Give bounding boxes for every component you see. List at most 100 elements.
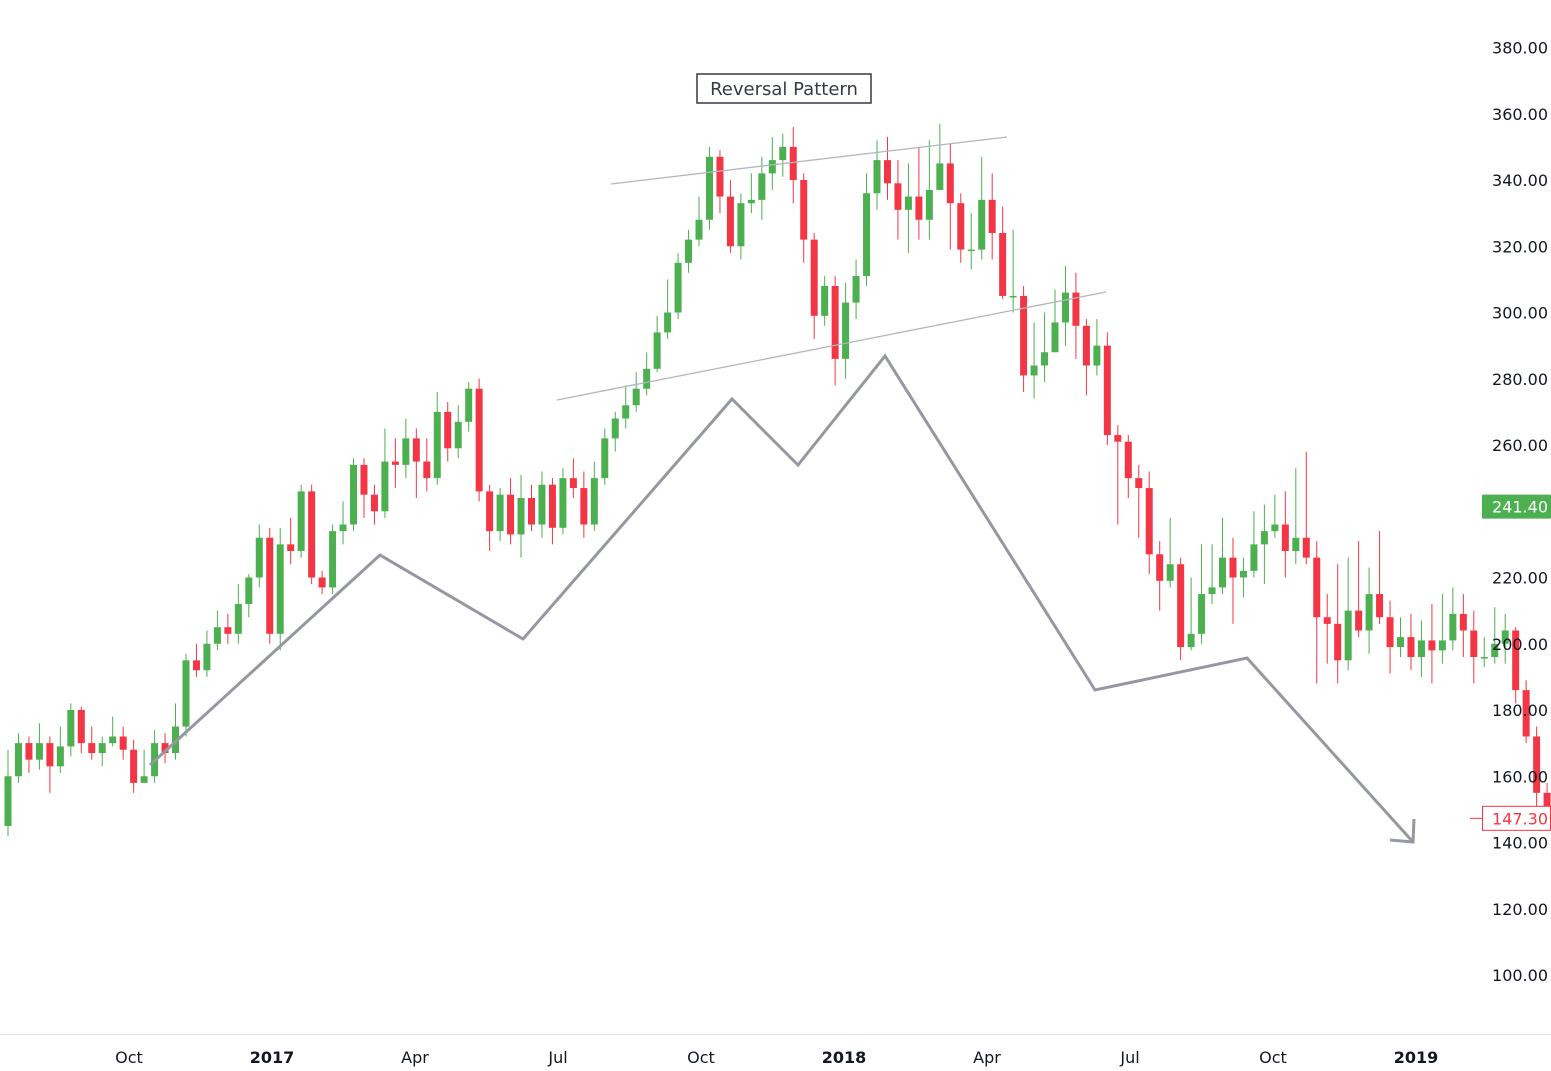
candle[interactable] <box>789 127 797 204</box>
candle[interactable] <box>779 133 787 177</box>
candle[interactable] <box>601 428 609 485</box>
candle[interactable] <box>339 501 347 545</box>
candle[interactable] <box>967 213 975 270</box>
candle[interactable] <box>391 438 399 489</box>
candle[interactable] <box>528 484 535 532</box>
candle[interactable] <box>46 736 54 793</box>
candle[interactable] <box>1292 468 1300 565</box>
candle[interactable] <box>1344 557 1352 671</box>
candle[interactable] <box>1061 266 1069 346</box>
candle[interactable] <box>1124 435 1132 498</box>
candle[interactable] <box>496 488 504 542</box>
candle[interactable] <box>213 610 221 651</box>
candle[interactable] <box>444 401 452 462</box>
candle[interactable] <box>1020 286 1028 392</box>
candle[interactable] <box>685 229 693 273</box>
candle[interactable] <box>88 726 96 760</box>
candle[interactable] <box>810 233 818 339</box>
candle[interactable] <box>255 524 263 588</box>
candle[interactable] <box>1522 680 1530 744</box>
candle[interactable] <box>1093 319 1101 376</box>
candle[interactable] <box>580 471 588 538</box>
candle[interactable] <box>569 458 577 498</box>
candle[interactable] <box>1470 610 1478 684</box>
reversal-pattern-path[interactable] <box>148 353 1415 844</box>
candle[interactable] <box>1281 491 1289 578</box>
candle[interactable] <box>465 382 473 432</box>
candle[interactable] <box>653 315 661 373</box>
candle[interactable] <box>1459 594 1467 657</box>
candle[interactable] <box>747 173 755 214</box>
candle[interactable] <box>1260 504 1268 585</box>
candle[interactable] <box>454 405 462 459</box>
candle[interactable] <box>1082 319 1090 396</box>
candle[interactable] <box>1302 451 1310 565</box>
candle[interactable] <box>203 630 211 677</box>
candle[interactable] <box>1239 557 1247 598</box>
candle[interactable] <box>1072 272 1080 359</box>
candle[interactable] <box>674 252 682 320</box>
candle[interactable] <box>1376 531 1384 624</box>
candle[interactable] <box>915 146 923 240</box>
candle[interactable] <box>1041 312 1049 383</box>
candle[interactable] <box>643 352 651 396</box>
candle[interactable] <box>925 140 933 240</box>
candle[interactable] <box>517 474 525 558</box>
candle[interactable] <box>1114 425 1122 525</box>
candle[interactable] <box>622 385 630 429</box>
candle[interactable] <box>1334 564 1342 684</box>
candle[interactable] <box>318 570 326 595</box>
candle[interactable] <box>109 716 117 747</box>
candle[interactable] <box>946 143 954 250</box>
candle[interactable] <box>1135 464 1143 538</box>
candle[interactable] <box>297 484 305 558</box>
candle[interactable] <box>1512 627 1520 704</box>
candle[interactable] <box>1145 471 1153 575</box>
candle[interactable] <box>151 729 159 783</box>
candle[interactable] <box>904 163 912 253</box>
candle[interactable] <box>548 478 556 545</box>
candle[interactable] <box>1449 587 1457 651</box>
candle[interactable] <box>1428 604 1436 684</box>
candle[interactable] <box>433 392 441 485</box>
candle[interactable] <box>56 726 64 773</box>
candle[interactable] <box>192 643 200 677</box>
candle[interactable] <box>1229 537 1237 624</box>
candle[interactable] <box>538 471 546 538</box>
candle[interactable] <box>831 276 839 386</box>
candle[interactable] <box>1051 289 1059 353</box>
candle[interactable] <box>1009 229 1017 313</box>
candle[interactable] <box>14 733 22 783</box>
candle[interactable] <box>695 196 703 247</box>
candle[interactable] <box>67 703 75 757</box>
candle[interactable] <box>1397 617 1405 657</box>
candle[interactable] <box>1271 494 1279 538</box>
candle[interactable] <box>1177 557 1185 661</box>
candle[interactable] <box>957 193 965 263</box>
candle[interactable] <box>161 733 169 763</box>
candle[interactable] <box>863 173 871 286</box>
candle[interactable] <box>507 478 515 545</box>
candle[interactable] <box>842 282 850 379</box>
candle[interactable] <box>664 279 672 339</box>
candle[interactable] <box>77 706 85 754</box>
candle[interactable] <box>329 524 337 595</box>
candle[interactable] <box>140 749 148 783</box>
candle[interactable] <box>1103 332 1111 445</box>
candle[interactable] <box>768 136 776 190</box>
candle[interactable] <box>360 458 368 518</box>
candle[interactable] <box>1501 613 1509 664</box>
candle[interactable] <box>1208 544 1216 604</box>
candle[interactable] <box>852 259 860 320</box>
candle[interactable] <box>1438 594 1446 664</box>
candle[interactable] <box>182 653 190 737</box>
candle[interactable] <box>1480 637 1488 667</box>
candle[interactable] <box>894 160 902 240</box>
candle[interactable] <box>1156 541 1164 611</box>
candle[interactable] <box>611 411 619 452</box>
candle[interactable] <box>705 146 713 230</box>
candle[interactable] <box>632 372 640 412</box>
candle[interactable] <box>883 136 891 200</box>
candle[interactable] <box>266 527 274 644</box>
candle[interactable] <box>1365 567 1373 654</box>
